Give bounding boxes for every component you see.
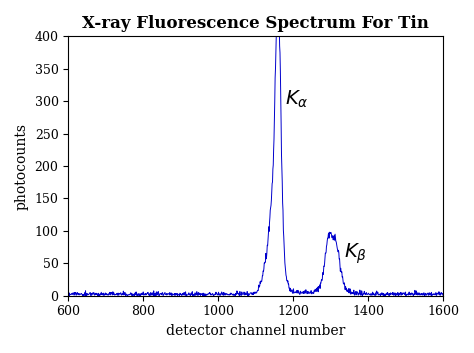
- Y-axis label: photocounts: photocounts: [15, 122, 29, 210]
- Title: X-ray Fluorescence Spectrum For Tin: X-ray Fluorescence Spectrum For Tin: [82, 15, 429, 32]
- Text: $K_{\beta}$: $K_{\beta}$: [344, 242, 367, 267]
- Text: $K_{\alpha}$: $K_{\alpha}$: [285, 88, 309, 110]
- X-axis label: detector channel number: detector channel number: [166, 324, 346, 338]
